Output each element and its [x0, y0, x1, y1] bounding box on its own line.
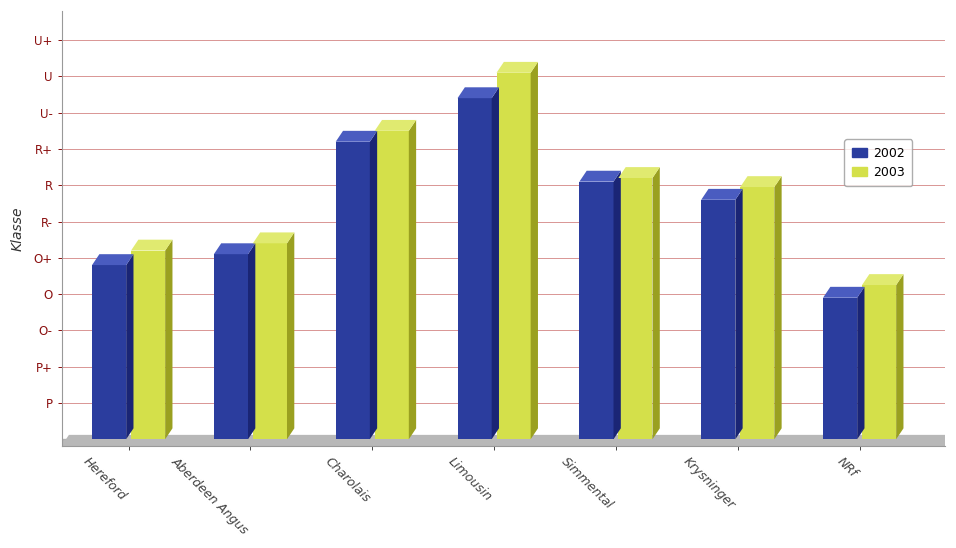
Polygon shape: [619, 178, 653, 439]
Polygon shape: [701, 189, 743, 200]
Polygon shape: [862, 274, 903, 285]
Y-axis label: Klasse: Klasse: [11, 206, 25, 250]
Polygon shape: [896, 274, 903, 439]
Polygon shape: [131, 250, 165, 439]
Polygon shape: [579, 181, 614, 439]
Polygon shape: [858, 287, 864, 439]
Polygon shape: [496, 73, 531, 439]
Legend: 2002, 2003: 2002, 2003: [844, 139, 912, 186]
Polygon shape: [253, 232, 294, 243]
Polygon shape: [823, 287, 864, 298]
Polygon shape: [61, 435, 952, 446]
Polygon shape: [496, 62, 538, 73]
Polygon shape: [92, 265, 126, 439]
Polygon shape: [774, 176, 782, 439]
Polygon shape: [740, 176, 782, 187]
Polygon shape: [131, 239, 172, 250]
Polygon shape: [126, 254, 134, 439]
Polygon shape: [248, 243, 255, 439]
Polygon shape: [491, 87, 499, 439]
Polygon shape: [458, 87, 499, 98]
Polygon shape: [740, 187, 774, 439]
Polygon shape: [165, 239, 172, 439]
Polygon shape: [92, 254, 134, 265]
Polygon shape: [579, 171, 620, 181]
Polygon shape: [653, 167, 660, 439]
Polygon shape: [735, 189, 743, 439]
Polygon shape: [214, 254, 248, 439]
Polygon shape: [287, 232, 294, 439]
Bar: [61, 439, 945, 446]
Polygon shape: [336, 131, 378, 142]
Polygon shape: [701, 200, 735, 439]
Polygon shape: [823, 298, 858, 439]
Polygon shape: [253, 243, 287, 439]
Polygon shape: [619, 167, 660, 178]
Polygon shape: [370, 131, 378, 439]
Polygon shape: [458, 98, 491, 439]
Polygon shape: [862, 285, 896, 439]
Polygon shape: [614, 171, 620, 439]
Polygon shape: [375, 131, 409, 439]
Polygon shape: [375, 120, 416, 131]
Polygon shape: [336, 142, 370, 439]
Polygon shape: [214, 243, 255, 254]
Polygon shape: [531, 62, 538, 439]
Polygon shape: [409, 120, 416, 439]
